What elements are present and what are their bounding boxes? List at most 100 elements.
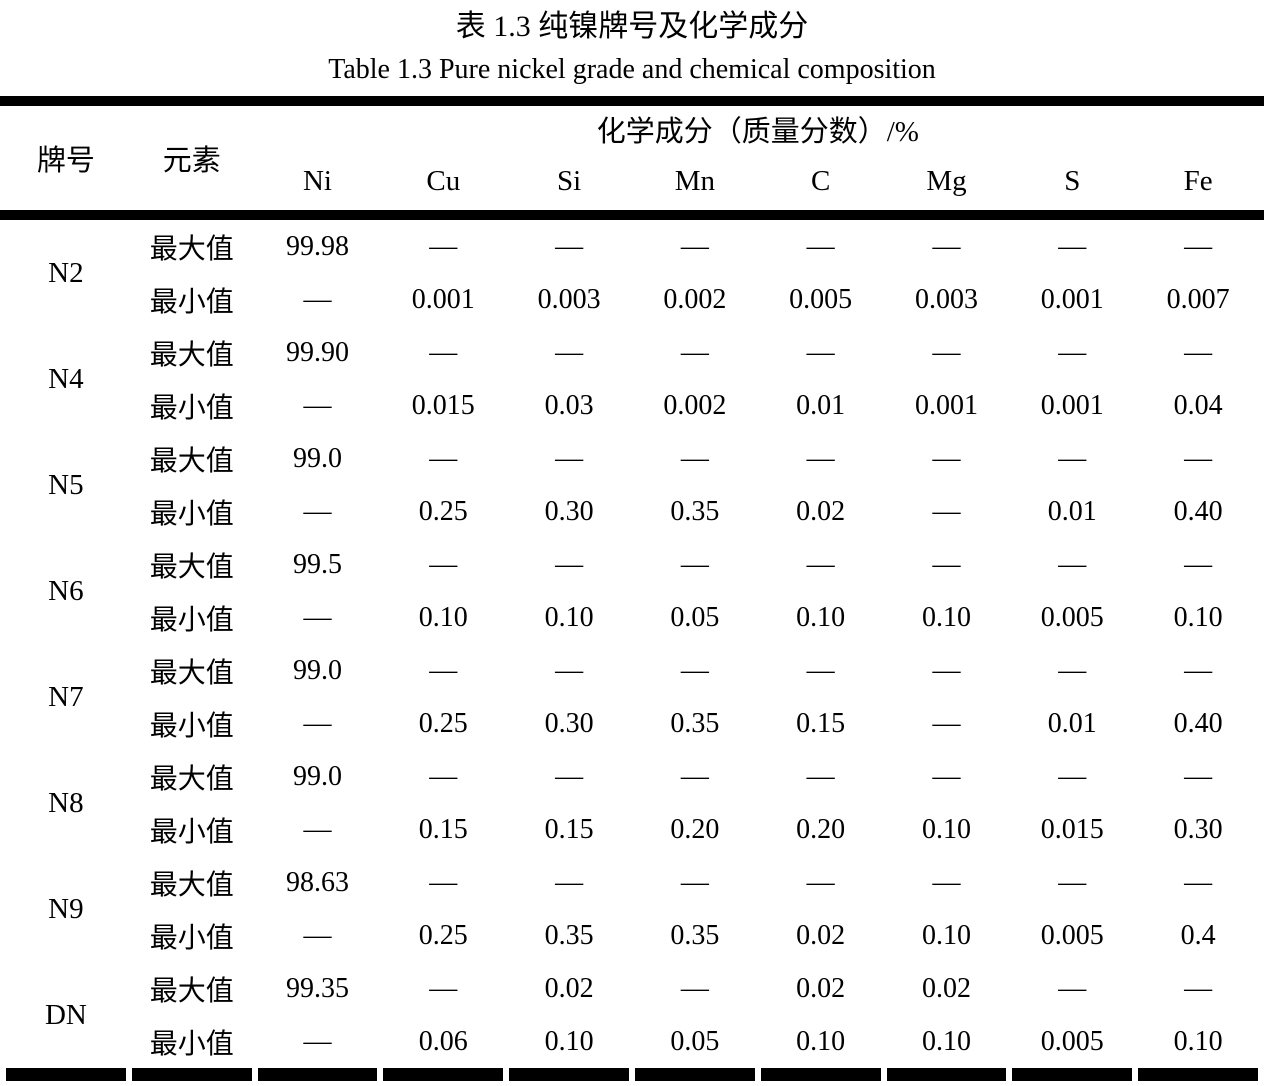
value-cell: — bbox=[555, 336, 584, 368]
value-cell: 0.03 bbox=[544, 389, 594, 421]
value-cell: — bbox=[932, 548, 961, 580]
value-cell: 99.5 bbox=[292, 548, 342, 580]
table-row: N2 最大值 99.98 — — — — — — — bbox=[6, 220, 1258, 289]
value-cell: — bbox=[680, 760, 709, 792]
value-cell: — bbox=[806, 548, 835, 580]
value-cell: — bbox=[257, 1015, 378, 1081]
value-cell: — bbox=[1184, 442, 1213, 474]
value-cell: 99.0 bbox=[292, 654, 342, 686]
header-row-symbols: Ni Cu Si Mn C Mg S Fe bbox=[6, 152, 1258, 210]
value-cell: 0.007 bbox=[1166, 283, 1230, 315]
table-row: N7 最大值 99.0 — — — — — — — bbox=[6, 644, 1258, 713]
value-cell: — bbox=[1058, 442, 1087, 474]
value-cell: 0.35 bbox=[670, 707, 720, 739]
value-cell: — bbox=[429, 866, 458, 898]
value-cell: 0.10 bbox=[921, 813, 971, 845]
value-cell: 0.003 bbox=[914, 283, 978, 315]
value-cell: 0.10 bbox=[796, 601, 846, 633]
value-cell: 0.002 bbox=[663, 389, 727, 421]
value-cell: — bbox=[806, 336, 835, 368]
value-cell: 99.35 bbox=[285, 972, 349, 1004]
value-cell: 99.0 bbox=[292, 760, 342, 792]
header-table: 牌号 元素 化学成分（质量分数）/% Ni Cu Si Mn C Mg S Fe bbox=[0, 106, 1264, 210]
grade-cell: N6 bbox=[48, 574, 84, 607]
middle-rule bbox=[0, 210, 1264, 220]
value-cell: 0.20 bbox=[670, 813, 720, 845]
value-cell: 99.0 bbox=[292, 442, 342, 474]
row-label: 最大值 bbox=[149, 339, 234, 371]
value-cell: — bbox=[429, 442, 458, 474]
composition-table: N2 最大值 99.98— — — — — — — 最小值 —0.001 0.003 0.002 0.00… bbox=[0, 220, 1264, 1081]
value-cell: 0.20 bbox=[796, 813, 846, 845]
value-cell: 0.02 bbox=[796, 495, 846, 527]
value-cell: — bbox=[806, 760, 835, 792]
value-cell: — bbox=[1058, 866, 1087, 898]
value-cell: — bbox=[932, 866, 961, 898]
table-row: 最小值 — 0.001 0.003 0.002 0.005 0.003 0.001 0.007 bbox=[6, 273, 1258, 326]
value-cell: 0.02 bbox=[796, 972, 846, 1004]
value-cell: 0.001 bbox=[411, 283, 475, 315]
value-cell: 0.015 bbox=[411, 389, 475, 421]
value-cell: 0.01 bbox=[796, 389, 846, 421]
value-cell: 0.10 bbox=[886, 1015, 1007, 1081]
grade-cell: N9 bbox=[48, 892, 84, 925]
value-cell: 0.15 bbox=[544, 813, 594, 845]
value-cell: 98.63 bbox=[285, 866, 349, 898]
value-cell: — bbox=[1058, 230, 1087, 262]
value-cell: — bbox=[1058, 760, 1087, 792]
table-body: N2 最大值 99.98— — — — — — — 最小值 —0.001 0.003 0.002 0.00… bbox=[6, 220, 1258, 1081]
value-cell: 0.40 bbox=[1173, 495, 1223, 527]
value-cell: — bbox=[680, 866, 709, 898]
value-cell: — bbox=[1184, 548, 1213, 580]
table-row: N6 最大值 99.5 — — — — — — — bbox=[6, 538, 1258, 607]
value-cell: 0.35 bbox=[670, 495, 720, 527]
header-row-composition: 牌号 元素 化学成分（质量分数）/% bbox=[6, 106, 1258, 177]
grade-cell: N2 bbox=[48, 256, 84, 289]
value-cell: 0.002 bbox=[663, 283, 727, 315]
grade-cell: N5 bbox=[48, 468, 84, 501]
value-cell: — bbox=[932, 707, 961, 739]
value-cell: 0.02 bbox=[921, 972, 971, 1004]
header-composition: 化学成分（质量分数）/% bbox=[596, 116, 919, 148]
value-cell: — bbox=[429, 972, 458, 1004]
value-cell: 0.06 bbox=[383, 1015, 504, 1081]
value-cell: — bbox=[555, 442, 584, 474]
table-row: N5 最大值 99.0 — — — — — — — bbox=[6, 432, 1258, 501]
value-cell: — bbox=[932, 336, 961, 368]
value-cell: — bbox=[555, 230, 584, 262]
value-cell: 0.001 bbox=[914, 389, 978, 421]
value-cell: 0.001 bbox=[1040, 283, 1104, 315]
value-cell: 0.40 bbox=[1173, 707, 1223, 739]
value-cell: 0.015 bbox=[1040, 813, 1104, 845]
value-cell: 0.01 bbox=[1047, 707, 1097, 739]
header-symbol-mn: Mn bbox=[674, 164, 716, 197]
value-cell: 0.15 bbox=[796, 707, 846, 739]
value-cell: — bbox=[1184, 336, 1213, 368]
row-label: 最小值 bbox=[149, 604, 234, 636]
value-cell: — bbox=[303, 919, 332, 951]
value-cell: — bbox=[1058, 972, 1087, 1004]
header-symbol-si: Si bbox=[556, 164, 582, 197]
value-cell: 0.10 bbox=[544, 601, 594, 633]
header-symbol-ni: Ni bbox=[302, 164, 332, 197]
value-cell: 0.10 bbox=[921, 601, 971, 633]
value-cell: 0.001 bbox=[1040, 389, 1104, 421]
value-cell: — bbox=[303, 283, 332, 315]
value-cell: — bbox=[303, 813, 332, 845]
header-symbol-mg: Mg bbox=[926, 164, 967, 197]
value-cell: 0.15 bbox=[418, 813, 468, 845]
value-cell: 0.25 bbox=[418, 919, 468, 951]
value-cell: 0.4 bbox=[1180, 919, 1216, 951]
value-cell: 0.10 bbox=[1173, 601, 1223, 633]
value-cell: — bbox=[555, 548, 584, 580]
table-row: N9 最大值 98.63 — — — — — — — bbox=[6, 856, 1258, 925]
value-cell: — bbox=[806, 230, 835, 262]
table-row: 最小值 —0.06 0.10 0.05 0.10 0.10 0.005 0.10 bbox=[6, 1015, 1258, 1081]
value-cell: 0.005 bbox=[1040, 601, 1104, 633]
value-cell: 0.003 bbox=[537, 283, 601, 315]
value-cell: 0.05 bbox=[670, 601, 720, 633]
value-cell: — bbox=[429, 548, 458, 580]
value-cell: — bbox=[1184, 760, 1213, 792]
table-row: 最小值 — 0.10 0.10 0.05 0.10 0.10 0.005 0.10 bbox=[6, 591, 1258, 644]
value-cell: — bbox=[932, 230, 961, 262]
